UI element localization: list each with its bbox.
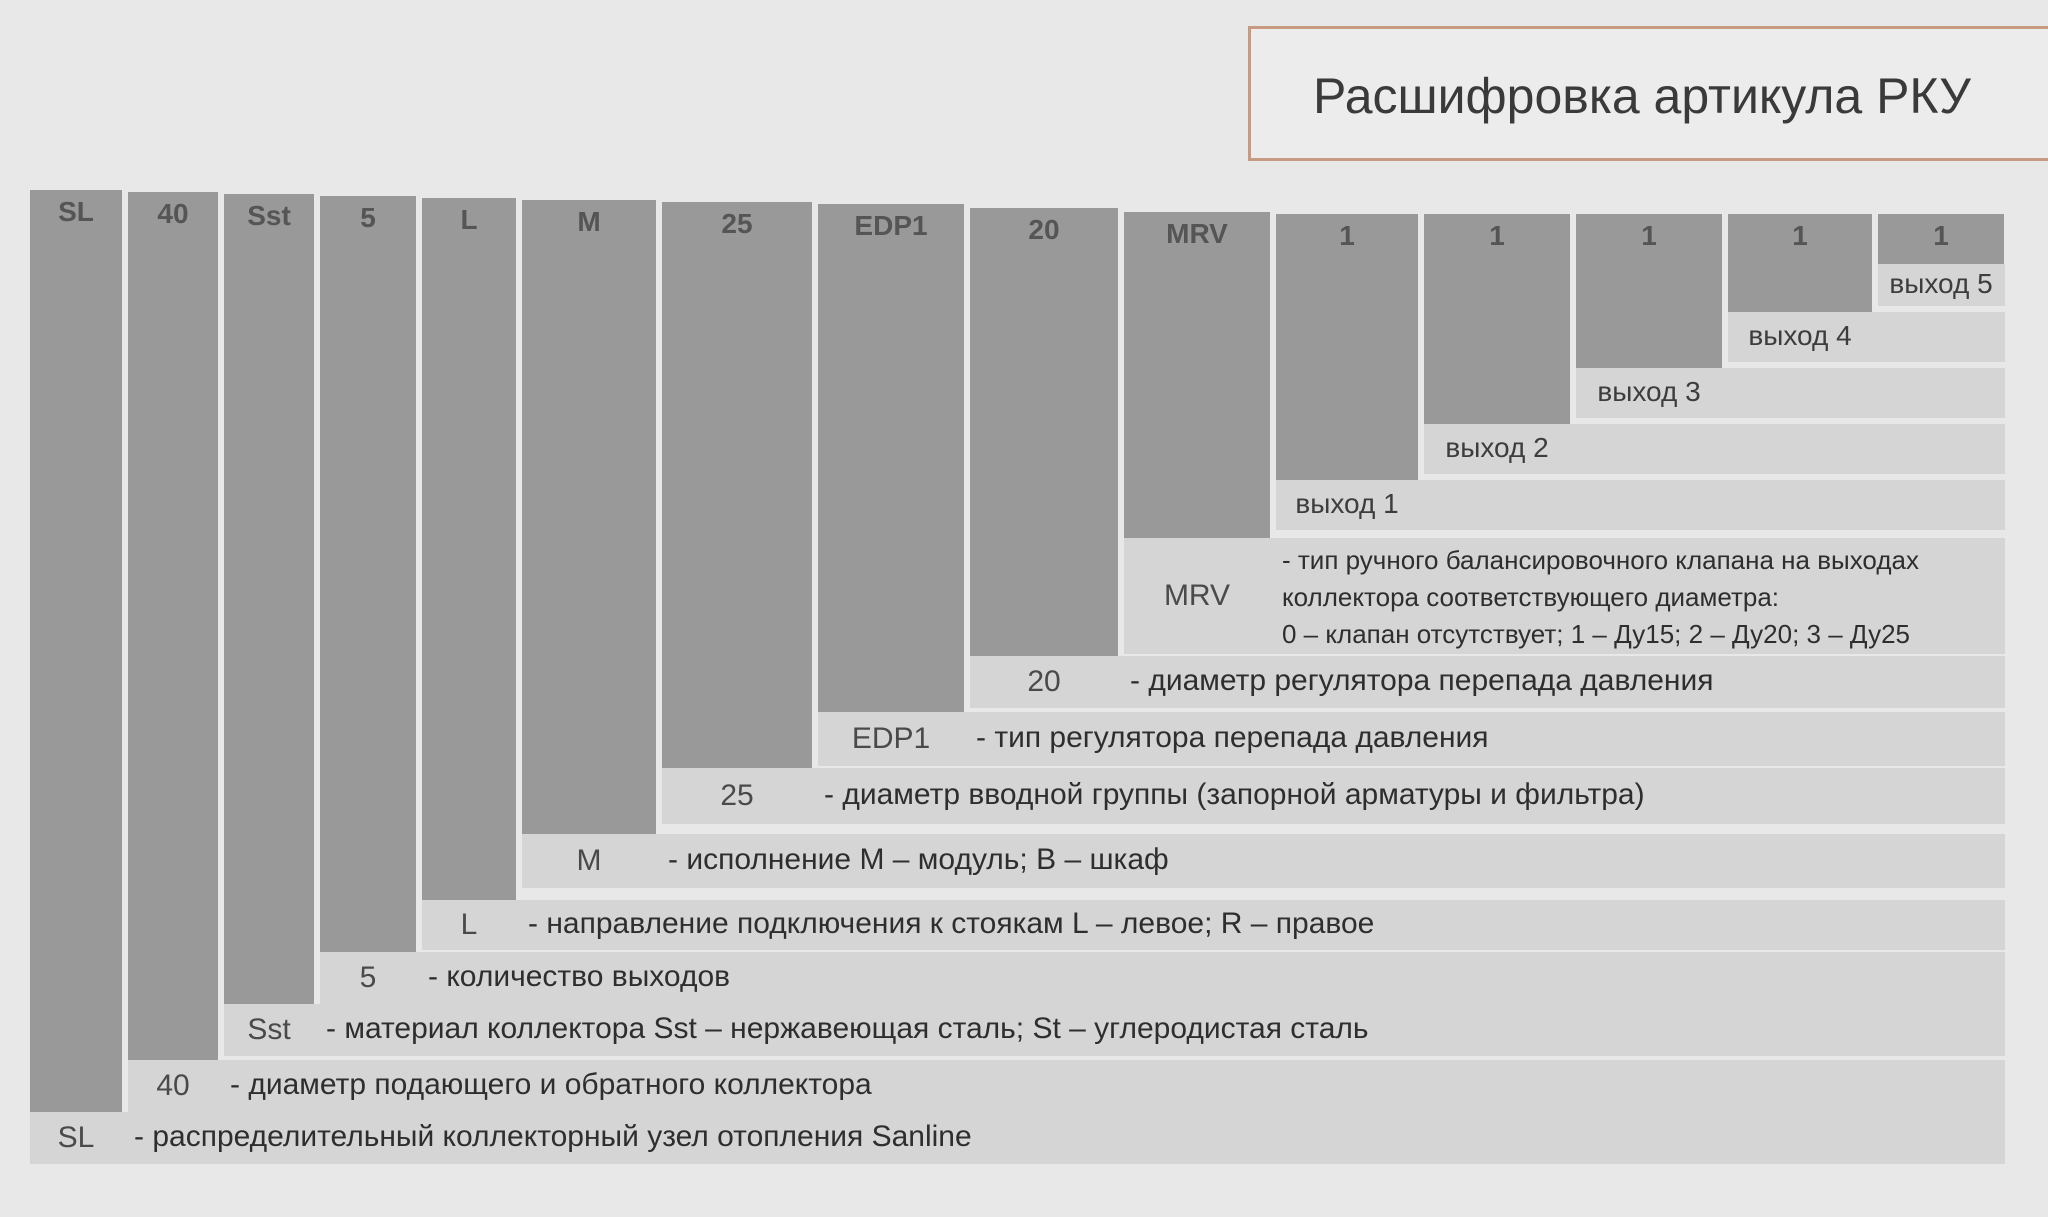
- column-header-code: 25: [721, 208, 753, 239]
- row-band-6: [522, 834, 2005, 888]
- column-header-code: L: [460, 204, 478, 235]
- column-13: 1: [1576, 214, 1722, 368]
- column-11: 1: [1276, 214, 1418, 480]
- row-description-line: 0 – клапан отсутствует; 1 – Ду15; 2 – Ду…: [1282, 619, 1911, 649]
- column-header-code: SL: [58, 196, 94, 227]
- row-description: - диаметр регулятора перепада давления: [1130, 664, 1714, 697]
- row-description: - исполнение М – модуль; В – шкаф: [668, 843, 1169, 876]
- column-header-code: 1: [1489, 220, 1505, 251]
- column-header-code: EDP1: [854, 210, 928, 241]
- column-7: 25: [662, 202, 812, 768]
- row-description: - материал коллектора Sst – нержавеющая …: [326, 1012, 1369, 1045]
- column-10: MRV: [1124, 212, 1270, 538]
- row-description-line: коллектора соответствующего диаметра:: [1282, 582, 1780, 612]
- row-band-5: [422, 900, 2005, 950]
- column-14: 1: [1728, 214, 1872, 312]
- row-band-2: [128, 1060, 2005, 1112]
- row-code: MRV: [1163, 579, 1231, 612]
- column-header-code: 1: [1792, 220, 1808, 251]
- row-band-4: [320, 952, 2005, 1004]
- outlet-label: выход 1: [1295, 488, 1399, 519]
- row-description: - направление подключения к стоякам L – …: [528, 907, 1375, 940]
- row-description: - тип ручного балансировочного клапана н…: [1282, 542, 1919, 653]
- row-band-8: [818, 712, 2005, 766]
- row-description: - количество выходов: [428, 960, 731, 993]
- row-band-7: [662, 768, 2005, 824]
- column-header-code: 1: [1641, 220, 1657, 251]
- row-band-1: [30, 1112, 2005, 1164]
- row-code: 40: [156, 1069, 190, 1102]
- page-title: Расшифровка артикула РКУ: [1313, 68, 1971, 124]
- column-3: Sst: [224, 194, 314, 1004]
- column-header-code: 1: [1339, 220, 1355, 251]
- column-4: 5: [320, 196, 416, 952]
- row-band-10: [1124, 538, 2005, 654]
- column-6: M: [522, 200, 656, 834]
- row-code: 25: [720, 779, 754, 812]
- column-8: EDP1: [818, 204, 964, 712]
- row-description: - тип регулятора перепада давления: [976, 721, 1489, 754]
- row-code: Sst: [247, 1013, 291, 1046]
- column-1: SL: [30, 190, 122, 1112]
- row-code: EDP1: [851, 722, 931, 755]
- row-description: - распределительный коллекторный узел от…: [134, 1120, 972, 1153]
- row-band-12: [1424, 424, 2005, 474]
- column-header-code: 5: [360, 202, 376, 233]
- column-header-code: M: [577, 206, 601, 237]
- row-description-line: - тип ручного балансировочного клапана н…: [1282, 545, 1919, 575]
- row-band-11: [1276, 480, 2005, 530]
- row-code: 20: [1027, 665, 1061, 698]
- row-band-3: [224, 1004, 2005, 1056]
- row-band-14: [1728, 312, 2005, 362]
- column-5: L: [422, 198, 516, 900]
- row-code: M: [576, 844, 602, 877]
- column-header-code: 20: [1028, 214, 1060, 245]
- row-band-13: [1576, 368, 2005, 418]
- column-9: 20: [970, 208, 1118, 656]
- row-description: - диаметр подающего и обратного коллекто…: [230, 1068, 872, 1101]
- column-header-code: 1: [1933, 220, 1949, 251]
- column-header-code: MRV: [1166, 218, 1228, 249]
- outlet-label: выход 5: [1889, 268, 1993, 299]
- outlet-label: выход 3: [1597, 376, 1701, 407]
- column-15: 1: [1878, 214, 2004, 264]
- row-code: L: [460, 908, 478, 941]
- column-header-code: 40: [157, 198, 189, 229]
- row-code: 5: [359, 961, 377, 994]
- outlet-label: выход 2: [1445, 432, 1549, 463]
- column-2: 40: [128, 192, 218, 1060]
- column-12: 1: [1424, 214, 1570, 424]
- row-band-9: [970, 656, 2005, 708]
- row-description: - диаметр вводной группы (запорной армат…: [824, 778, 1645, 811]
- column-header-code: Sst: [247, 200, 291, 231]
- row-code: SL: [57, 1121, 95, 1154]
- title-box: Расшифровка артикула РКУ: [1248, 26, 2048, 161]
- outlet-label: выход 4: [1748, 320, 1852, 351]
- row-band-15: [1878, 264, 2005, 306]
